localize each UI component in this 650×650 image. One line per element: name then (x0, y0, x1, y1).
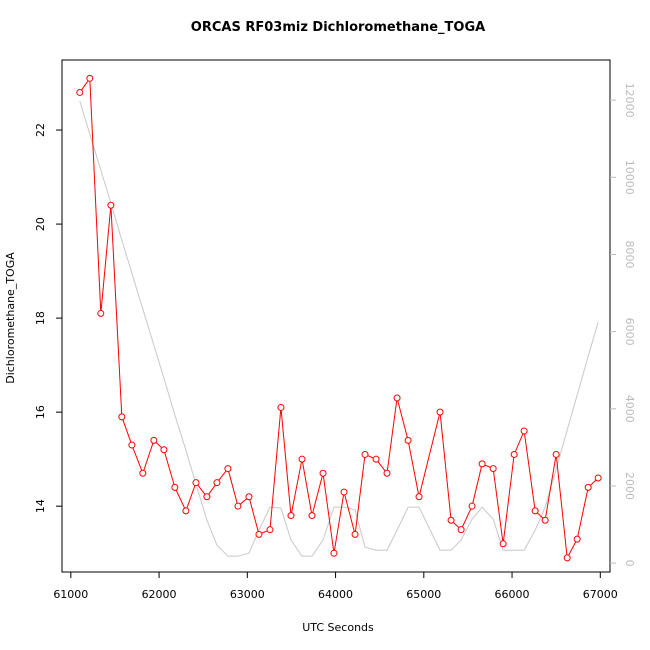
data-point (383, 469, 391, 477)
data-point (118, 413, 126, 421)
y-tick-label: 14 (34, 499, 47, 513)
y2-tick-label: 12000 (623, 83, 636, 118)
data-point (541, 516, 549, 524)
data-point (531, 507, 539, 515)
data-point (224, 465, 232, 473)
data-point (319, 469, 327, 477)
data-point (510, 450, 518, 458)
y2-tick-label: 8000 (623, 240, 636, 268)
y-tick-label: 16 (34, 405, 47, 419)
data-point (203, 493, 211, 501)
data-point (499, 540, 507, 548)
data-point (128, 441, 136, 449)
y2-tick-label: 4000 (623, 395, 636, 423)
y2-tick-label: 0 (623, 560, 636, 567)
data-point (234, 502, 242, 510)
data-point (573, 535, 581, 543)
data-point (552, 450, 560, 458)
data-point (192, 479, 200, 487)
data-point (520, 427, 528, 435)
y2-tick-label: 2000 (623, 472, 636, 500)
y-tick-label: 18 (34, 311, 47, 325)
data-point (393, 394, 401, 402)
data-point (447, 516, 455, 524)
y2-tick-label: 10000 (623, 160, 636, 195)
chart-title: ORCAS RF03miz Dichloromethane_TOGA (191, 20, 485, 35)
data-point (436, 408, 444, 416)
data-point (213, 479, 221, 487)
x-tick-label: 66000 (495, 588, 530, 601)
data-point (287, 512, 295, 520)
data-point (107, 201, 115, 209)
data-point (584, 483, 592, 491)
x-tick-label: 63000 (230, 588, 265, 601)
data-point (415, 493, 423, 501)
data-point (150, 436, 158, 444)
data-point (330, 549, 338, 557)
data-point (404, 436, 412, 444)
data-point (340, 488, 348, 496)
data-point (182, 507, 190, 515)
data-point (489, 465, 497, 473)
data-point (171, 483, 179, 491)
data-point (298, 455, 306, 463)
data-point (139, 469, 147, 477)
y2-tick-label: 6000 (623, 318, 636, 346)
data-point (245, 493, 253, 501)
data-point (97, 309, 105, 317)
data-point (372, 455, 380, 463)
data-point (266, 526, 274, 534)
x-tick-label: 65000 (406, 588, 441, 601)
data-point (361, 450, 369, 458)
data-point (563, 554, 571, 562)
data-point (594, 474, 602, 482)
x-tick-label: 62000 (142, 588, 177, 601)
data-point (457, 526, 465, 534)
x-tick-label: 67000 (583, 588, 618, 601)
data-point (478, 460, 486, 468)
data-point (160, 446, 168, 454)
series-line (79, 100, 599, 557)
data-point (86, 74, 94, 82)
y-tick-label: 20 (34, 217, 47, 231)
x-tick-label: 64000 (318, 588, 353, 601)
x-axis-label: UTC Seconds (302, 621, 374, 634)
y-tick-label: 22 (34, 123, 47, 137)
x-tick-label: 61000 (53, 588, 88, 601)
data-point (76, 88, 84, 96)
y-axis-label: Dichloromethane_TOGA (4, 252, 17, 384)
data-point (351, 530, 359, 538)
data-point (277, 403, 285, 411)
data-point (308, 512, 316, 520)
data-point (468, 502, 476, 510)
data-point (255, 530, 263, 538)
